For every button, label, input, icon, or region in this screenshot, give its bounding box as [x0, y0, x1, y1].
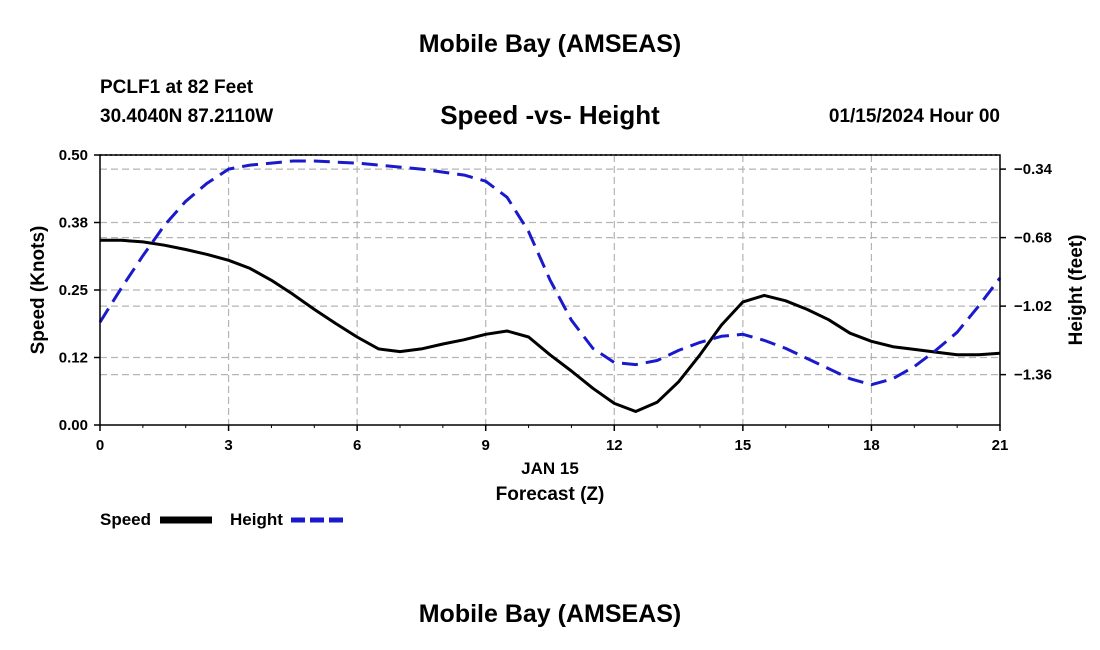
- y-right-tick-label: −0.68: [1014, 230, 1052, 247]
- x-tick-label: 0: [96, 437, 104, 454]
- y-left-tick-label: 0.25: [59, 282, 88, 299]
- chart-title: Mobile Bay (AMSEAS): [418, 30, 682, 58]
- legend-entry-speed: Speed: [100, 510, 212, 529]
- chart-subtitle: Speed -vs- Height: [440, 100, 660, 130]
- y-left-tick-label: 0.12: [59, 350, 88, 367]
- y-left-tick-label: 0.50: [59, 147, 88, 164]
- legend-entry-height: Height: [230, 510, 343, 529]
- station-label: PCLF1 at 82 Feet: [100, 77, 254, 98]
- x-tick-label: 3: [224, 437, 232, 454]
- legend: Speed Height: [100, 510, 343, 529]
- x-tick-label: 9: [482, 437, 490, 454]
- x-axis-date-label: JAN 15: [521, 459, 579, 478]
- coordinates-label: 30.4040N 87.2110W: [100, 106, 274, 127]
- y-left-tick-label: 0.38: [59, 215, 88, 232]
- x-tick-label: 21: [992, 437, 1009, 454]
- x-tick-label: 12: [606, 437, 623, 454]
- chart-grid: [100, 154, 1000, 425]
- y-right-tick-label: −1.36: [1014, 367, 1052, 384]
- x-tick-label: 18: [863, 437, 880, 454]
- x-tick-label: 15: [735, 437, 752, 454]
- y-right-tick-label: −0.34: [1014, 161, 1053, 178]
- legend-label-speed: Speed: [100, 510, 151, 529]
- forecast-datetime: 01/15/2024 Hour 00: [828, 106, 1000, 127]
- y-right-tick-label: −1.02: [1014, 298, 1052, 315]
- x-axis-label: Forecast (Z): [496, 484, 605, 505]
- y-left-axis-label: Speed (Knots): [28, 226, 49, 355]
- chart-axes: Speed (Knots) Height (feet) JAN 15 Forec…: [28, 147, 1087, 505]
- chart-svg: Speed (Knots) Height (feet) JAN 15 Forec…: [28, 147, 1087, 529]
- series-line-speed: [100, 238, 1001, 413]
- series-line-height: [98, 159, 1002, 387]
- footer-title: Mobile Bay (AMSEAS): [418, 600, 682, 628]
- y-left-tick-label: 0.00: [59, 417, 88, 434]
- y-right-axis-label: Height (feet): [1066, 235, 1087, 346]
- chart-series: [98, 159, 1002, 413]
- x-tick-label: 6: [353, 437, 361, 454]
- legend-label-height: Height: [230, 510, 283, 529]
